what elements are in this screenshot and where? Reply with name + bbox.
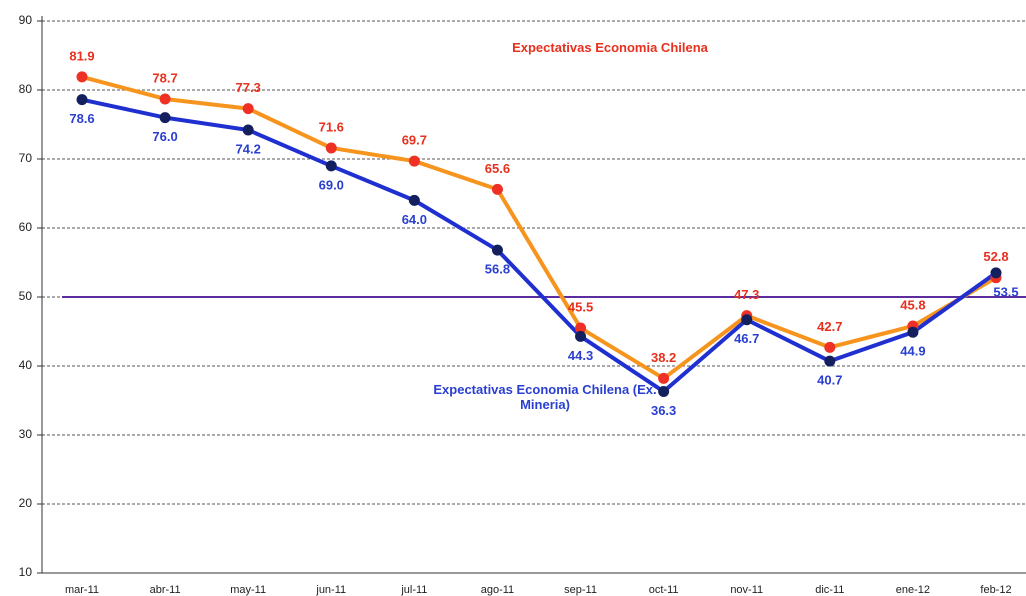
point	[491, 183, 503, 195]
y-tick-label: 40	[19, 358, 33, 372]
point	[824, 341, 836, 353]
point	[658, 386, 670, 398]
series-annotation: Expectativas Economia Chilena (Ex. Miner…	[433, 382, 657, 412]
point	[76, 94, 88, 106]
point	[325, 160, 337, 172]
y-tick-label: 30	[19, 427, 33, 441]
x-tick-label: dic-11	[815, 584, 844, 596]
data-label: 71.6	[319, 119, 344, 134]
point	[242, 103, 254, 115]
point	[242, 124, 254, 136]
point	[741, 314, 753, 326]
point	[408, 155, 420, 167]
y-tick-label: 70	[19, 151, 33, 165]
data-label: 47.3	[734, 287, 759, 302]
data-label: 81.9	[69, 48, 94, 63]
point	[325, 142, 337, 154]
data-label: 69.0	[319, 177, 344, 192]
data-label: 46.7	[734, 331, 759, 346]
point	[907, 326, 919, 338]
y-tick-label: 50	[19, 289, 33, 303]
data-label: 42.7	[817, 319, 842, 334]
y-tick-label: 80	[19, 82, 33, 96]
x-tick-label: jul-11	[400, 584, 427, 596]
y-tick-label: 20	[19, 496, 33, 510]
point	[159, 93, 171, 105]
point	[491, 244, 503, 256]
data-label: 78.7	[152, 70, 177, 85]
data-label: 36.3	[651, 403, 676, 418]
data-label: 45.8	[900, 297, 925, 312]
data-label: 56.8	[485, 262, 510, 277]
data-label: 40.7	[817, 373, 842, 388]
series-annotation: Expectativas Economia Chilena	[512, 40, 708, 55]
data-label: 65.6	[485, 161, 510, 176]
point	[658, 372, 670, 384]
x-tick-label: jun-11	[315, 584, 346, 596]
series-line	[81, 74, 998, 381]
point	[575, 322, 587, 334]
data-label: 77.3	[236, 80, 261, 95]
point	[408, 194, 420, 206]
x-tick-label: may-11	[230, 584, 266, 596]
data-label: 44.9	[900, 344, 925, 359]
data-label: 53.5	[993, 284, 1018, 299]
x-tick-label: abr-11	[150, 584, 181, 596]
data-label: 69.7	[402, 133, 427, 148]
x-tick-label: sep-11	[564, 584, 597, 596]
y-tick-label: 60	[19, 220, 33, 234]
data-label: 78.6	[69, 111, 94, 126]
data-label: 45.5	[568, 299, 593, 314]
x-tick-label: nov-11	[730, 584, 763, 596]
x-tick-label: oct-11	[649, 584, 679, 596]
data-label: 64.0	[402, 212, 427, 227]
data-label: 44.3	[568, 348, 593, 363]
x-tick-label: ene-12	[896, 584, 930, 596]
point	[824, 355, 836, 367]
data-label: 38.2	[651, 350, 676, 365]
x-tick-label: ago-11	[481, 584, 514, 596]
series-line	[81, 97, 998, 394]
point	[76, 71, 88, 83]
y-tick-label: 10	[19, 565, 33, 579]
data-label: 52.8	[983, 249, 1008, 264]
x-tick-label: feb-12	[980, 584, 1011, 596]
data-label: 76.0	[152, 129, 177, 144]
point	[990, 267, 1002, 279]
x-tick-label: mar-11	[65, 584, 99, 596]
data-label: 74.2	[236, 141, 261, 156]
point	[575, 330, 587, 342]
point	[159, 112, 171, 124]
y-tick-label: 90	[19, 13, 33, 27]
